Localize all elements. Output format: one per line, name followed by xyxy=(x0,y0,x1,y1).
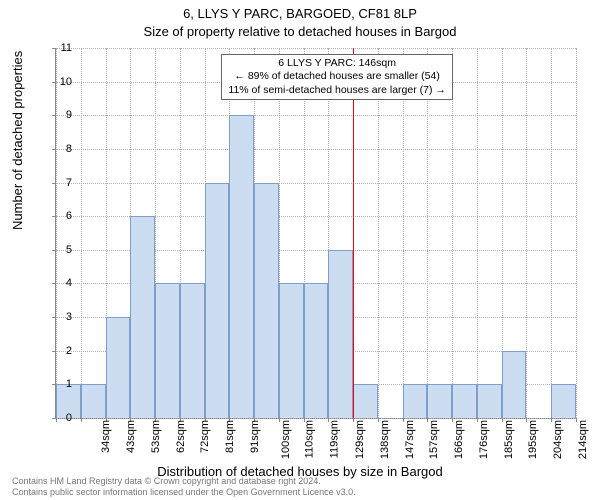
xtick-label: 147sqm xyxy=(404,420,416,459)
annotation-line: 6 LLYS Y PARC: 146sqm xyxy=(228,57,446,71)
xtick-label: 62sqm xyxy=(175,420,187,453)
xtick-label: 204sqm xyxy=(552,420,564,459)
xtick-label: 129sqm xyxy=(354,420,366,459)
ytick-label: 0 xyxy=(52,412,72,424)
ytick-label: 5 xyxy=(52,244,72,256)
footer-line2: Contains public sector information licen… xyxy=(12,487,356,498)
histogram-bar xyxy=(229,115,254,418)
gridline-h xyxy=(56,48,576,49)
chart-title-main: 6, LLYS Y PARC, BARGOED, CF81 8LP xyxy=(0,6,600,21)
xtick-label: 110sqm xyxy=(304,420,316,458)
gridline-v xyxy=(56,48,57,418)
chart-title-sub: Size of property relative to detached ho… xyxy=(0,24,600,39)
xtick-label: 72sqm xyxy=(199,420,211,453)
xtick-label: 195sqm xyxy=(527,420,539,459)
histogram-bar xyxy=(502,351,527,418)
gridline-h xyxy=(56,183,576,184)
ytick-label: 3 xyxy=(52,311,72,323)
footer-line1: Contains HM Land Registry data © Crown c… xyxy=(12,476,356,487)
xtick-label: 53sqm xyxy=(150,420,162,453)
histogram-bar xyxy=(130,216,155,418)
footer-attribution: Contains HM Land Registry data © Crown c… xyxy=(12,476,356,498)
histogram-bar xyxy=(254,183,279,418)
histogram-bar xyxy=(427,384,452,418)
xtick-label: 43sqm xyxy=(125,420,137,453)
plot-area xyxy=(55,48,576,419)
annotation-line: ← 89% of detached houses are smaller (54… xyxy=(228,70,446,84)
histogram-bar xyxy=(81,384,106,418)
gridline-v xyxy=(378,48,379,418)
xtick-label: 138sqm xyxy=(379,420,391,459)
xtick-label: 157sqm xyxy=(428,420,440,459)
ytick-label: 11 xyxy=(52,42,72,54)
gridline-v xyxy=(477,48,478,418)
ytick-label: 8 xyxy=(52,143,72,155)
histogram-bar xyxy=(304,283,329,418)
histogram-bar xyxy=(551,384,576,418)
histogram-bar xyxy=(452,384,477,418)
histogram-bar xyxy=(279,283,304,418)
ytick-label: 2 xyxy=(52,345,72,357)
gridline-v xyxy=(576,48,577,418)
gridline-v xyxy=(427,48,428,418)
ytick-label: 7 xyxy=(52,177,72,189)
histogram-bar xyxy=(353,384,378,418)
histogram-bar xyxy=(205,183,230,418)
gridline-v xyxy=(526,48,527,418)
gridline-v xyxy=(403,48,404,418)
gridline-v xyxy=(81,48,82,418)
xtick-label: 91sqm xyxy=(249,420,261,453)
histogram-bar xyxy=(328,250,353,418)
histogram-bar xyxy=(106,317,131,418)
ytick-label: 6 xyxy=(52,210,72,222)
gridline-h xyxy=(56,149,576,150)
ytick-label: 10 xyxy=(52,76,72,88)
y-axis-label: Number of detached properties xyxy=(10,51,25,230)
gridline-h xyxy=(56,418,576,419)
xtick-label: 34sqm xyxy=(100,420,112,453)
xtick-label: 81sqm xyxy=(224,420,236,453)
gridline-v xyxy=(452,48,453,418)
histogram-bar xyxy=(155,283,180,418)
ytick-label: 4 xyxy=(52,277,72,289)
xtick-label: 100sqm xyxy=(280,420,292,459)
histogram-bar xyxy=(403,384,428,418)
xtick-label: 166sqm xyxy=(453,420,465,459)
xtick-label: 176sqm xyxy=(478,420,490,459)
gridline-h xyxy=(56,115,576,116)
xtick-label: 214sqm xyxy=(577,420,589,459)
reference-line xyxy=(353,48,354,418)
ytick-label: 1 xyxy=(52,378,72,390)
histogram-bar xyxy=(180,283,205,418)
annotation-line: 11% of semi-detached houses are larger (… xyxy=(228,84,446,98)
ytick-label: 9 xyxy=(52,109,72,121)
xtick-label: 185sqm xyxy=(503,420,515,459)
gridline-v xyxy=(551,48,552,418)
xtick-mark xyxy=(81,418,82,422)
annotation-box: 6 LLYS Y PARC: 146sqm← 89% of detached h… xyxy=(221,54,453,101)
xtick-label: 119sqm xyxy=(329,420,341,458)
histogram-bar xyxy=(477,384,502,418)
